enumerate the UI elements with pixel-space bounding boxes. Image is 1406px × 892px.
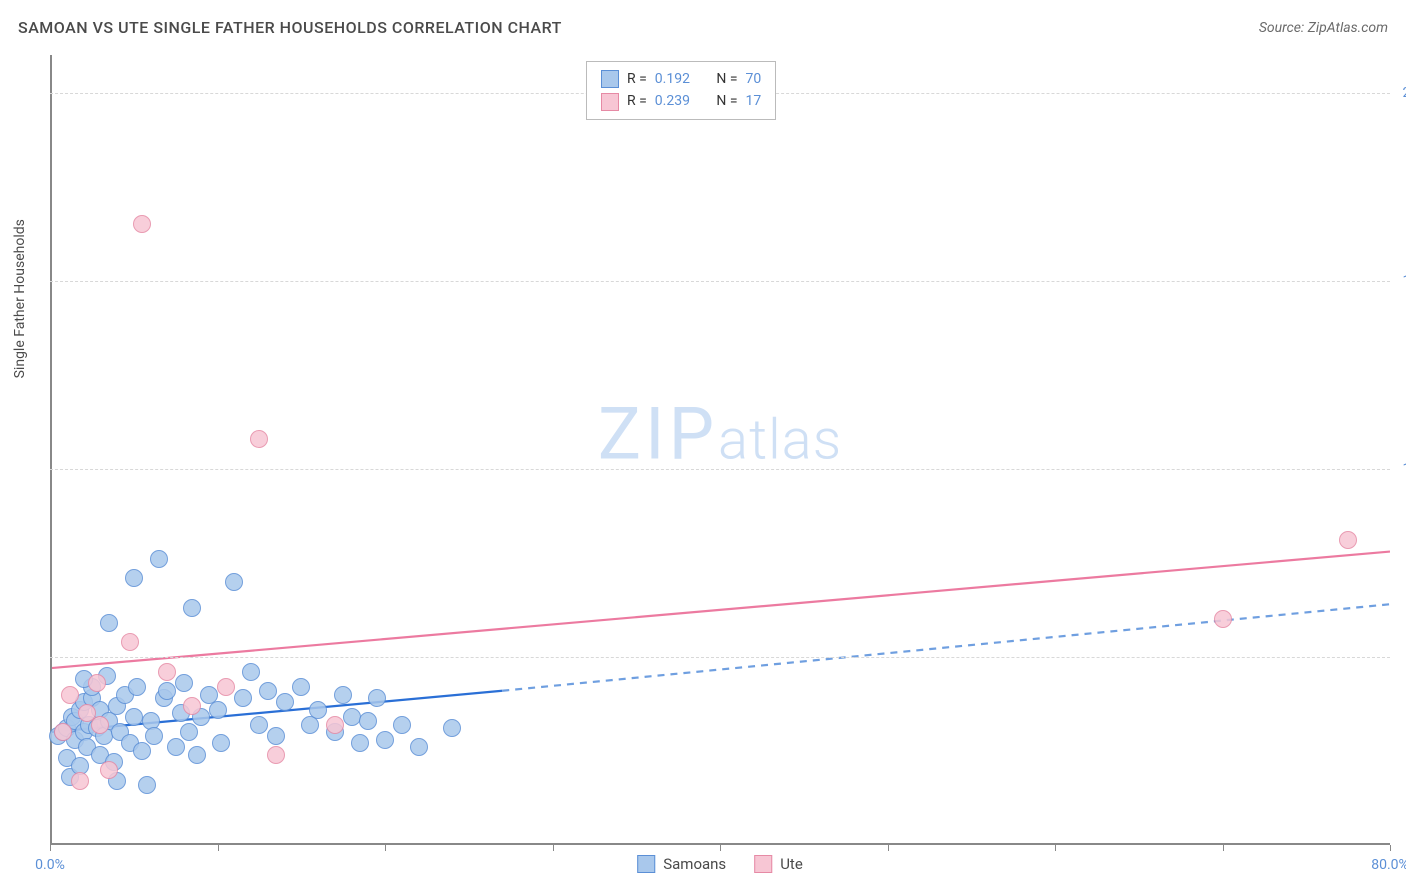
data-point: [259, 682, 277, 700]
data-point: [145, 727, 163, 745]
x-tick-mark: [1055, 845, 1056, 851]
legend-n-label: N =: [716, 68, 737, 90]
data-point: [351, 734, 369, 752]
x-tick-label: 80.0%: [1371, 857, 1406, 873]
data-point: [125, 569, 143, 587]
data-point: [133, 742, 151, 760]
data-point: [326, 716, 344, 734]
data-point: [133, 215, 151, 233]
legend-item: Ute: [754, 855, 803, 873]
legend-r-value: 0.239: [655, 90, 690, 112]
data-point: [150, 550, 168, 568]
legend-item: Samoans: [637, 855, 726, 873]
data-point: [368, 689, 386, 707]
x-tick-mark: [720, 845, 721, 851]
x-tick-mark: [385, 845, 386, 851]
data-point: [359, 712, 377, 730]
gridline: [50, 657, 1390, 658]
data-point: [292, 678, 310, 696]
data-point: [376, 731, 394, 749]
data-point: [121, 633, 139, 651]
x-tick-mark: [218, 845, 219, 851]
legend-r-label: R =: [627, 68, 647, 90]
data-point: [167, 738, 185, 756]
legend-swatch: [601, 70, 619, 88]
data-point: [267, 727, 285, 745]
data-point: [180, 723, 198, 741]
data-point: [1339, 531, 1357, 549]
gridline: [50, 281, 1390, 282]
x-tick-mark: [1223, 845, 1224, 851]
data-point: [128, 678, 146, 696]
data-point: [217, 678, 235, 696]
x-tick-mark: [50, 845, 51, 851]
data-point: [183, 697, 201, 715]
legend-row: R = 0.239 N = 17: [601, 90, 761, 112]
data-point: [91, 716, 109, 734]
data-point: [61, 686, 79, 704]
data-point: [88, 674, 106, 692]
legend-r-value: 0.192: [655, 68, 690, 90]
data-point: [242, 663, 260, 681]
data-point: [334, 686, 352, 704]
legend-swatch: [601, 93, 619, 111]
y-axis-label: Single Father Households: [12, 219, 28, 378]
data-point: [393, 716, 411, 734]
data-point: [1214, 610, 1232, 628]
x-tick-mark: [1390, 845, 1391, 851]
data-point: [54, 723, 72, 741]
y-axis-line: [50, 55, 52, 845]
gridline: [50, 469, 1390, 470]
chart-header: SAMOAN VS UTE SINGLE FATHER HOUSEHOLDS C…: [18, 18, 1388, 37]
x-tick-mark: [888, 845, 889, 851]
data-point: [250, 430, 268, 448]
data-point: [410, 738, 428, 756]
data-point: [267, 746, 285, 764]
data-point: [443, 719, 461, 737]
legend-r-label: R =: [627, 90, 647, 112]
y-tick-label: 10.0%: [1402, 461, 1406, 477]
data-point: [209, 701, 227, 719]
legend-swatch: [637, 855, 655, 873]
data-point: [183, 599, 201, 617]
data-point: [71, 772, 89, 790]
data-point: [158, 663, 176, 681]
data-point: [343, 708, 361, 726]
legend-label: Samoans: [663, 855, 726, 873]
x-tick-mark: [553, 845, 554, 851]
data-point: [100, 761, 118, 779]
x-tick-label: 0.0%: [35, 857, 65, 873]
chart-area: Single Father Households ZIPatlas 5.0%10…: [50, 55, 1390, 845]
data-point: [175, 674, 193, 692]
legend-n-value: 17: [746, 90, 762, 112]
data-point: [138, 776, 156, 794]
stats-legend: R = 0.192 N = 70R = 0.239 N = 17: [586, 61, 776, 120]
legend-n-value: 70: [746, 68, 762, 90]
series-legend: Samoans Ute: [637, 855, 803, 873]
data-point: [276, 693, 294, 711]
data-point: [125, 708, 143, 726]
data-point: [309, 701, 327, 719]
data-point: [225, 573, 243, 591]
y-tick-label: 15.0%: [1402, 273, 1406, 289]
chart-title: SAMOAN VS UTE SINGLE FATHER HOUSEHOLDS C…: [18, 18, 562, 37]
chart-source: Source: ZipAtlas.com: [1259, 20, 1388, 36]
data-point: [100, 614, 118, 632]
legend-n-label: N =: [716, 90, 737, 112]
y-tick-label: 20.0%: [1402, 85, 1406, 101]
data-point: [188, 746, 206, 764]
data-point: [212, 734, 230, 752]
data-point: [234, 689, 252, 707]
data-point: [158, 682, 176, 700]
data-point: [250, 716, 268, 734]
legend-label: Ute: [780, 855, 803, 873]
legend-row: R = 0.192 N = 70: [601, 68, 761, 90]
trend-line: [50, 552, 1390, 669]
legend-swatch: [754, 855, 772, 873]
